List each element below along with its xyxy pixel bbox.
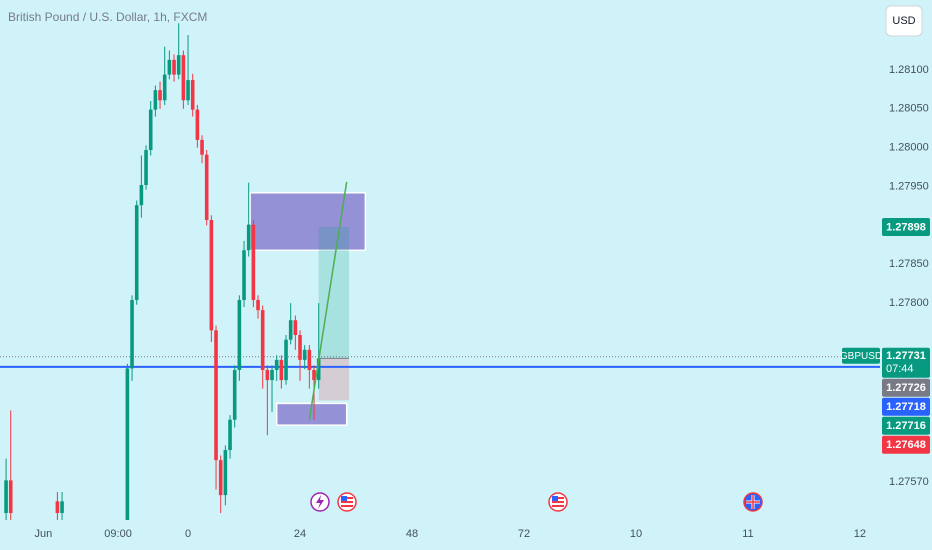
profit-area [318, 226, 350, 359]
candle-body [209, 219, 214, 331]
price-label: 1.27898 [886, 221, 926, 233]
symbol-label-bg [842, 347, 880, 364]
price-label-bg [882, 435, 930, 454]
candle-body [139, 184, 144, 206]
candle-body [284, 339, 288, 381]
candle-body [186, 80, 190, 101]
candle-body [251, 224, 256, 301]
candle-body [172, 59, 176, 75]
candle-body [237, 300, 242, 370]
zone [249, 192, 367, 252]
plot-area [0, 23, 880, 520]
candle-body [4, 480, 8, 514]
price-label: 1.27726 [886, 382, 926, 394]
x-tick-label: 09:00 [104, 528, 132, 540]
currency-button[interactable] [885, 5, 923, 37]
countdown: 07:44 [886, 363, 914, 375]
event-icon[interactable] [548, 492, 568, 512]
currency-label[interactable]: USD [892, 15, 915, 27]
candle-body [242, 250, 246, 301]
candle-body [302, 349, 307, 360]
x-tick-label: 72 [518, 528, 530, 540]
price-label: 1.27718 [886, 401, 926, 413]
x-tick-label: 48 [406, 528, 418, 540]
candle-body [144, 150, 148, 185]
candle-body [153, 90, 158, 110]
candle-body [288, 320, 293, 340]
candle-body [60, 501, 64, 514]
x-tick-label: 12 [854, 528, 866, 540]
x-tick-label: 24 [294, 528, 306, 540]
y-tick-label: 1.27850 [889, 258, 929, 270]
candle-body [195, 109, 200, 140]
candle-body [130, 300, 134, 369]
candle-body [298, 335, 302, 360]
price-label-bg [882, 416, 930, 435]
candle-body [181, 55, 186, 101]
candle-body [270, 369, 274, 381]
candle-body [8, 480, 13, 514]
candle-body [232, 369, 237, 420]
x-tick-label: 0 [185, 528, 191, 540]
y-tick-label: 1.28000 [889, 142, 929, 154]
last-price-bg [882, 347, 930, 378]
candle-body [260, 310, 265, 370]
candle-body [246, 224, 251, 251]
candle-body [316, 358, 321, 381]
symbol-label: GBPUSD [840, 351, 882, 362]
candle-body [200, 139, 204, 155]
candle-body [158, 90, 162, 101]
candle-body [256, 300, 260, 311]
event-icon[interactable] [337, 492, 357, 512]
candle-body [279, 359, 284, 381]
last-price-label: 1.27731 [886, 350, 926, 362]
x-tick-label: Jun [35, 528, 53, 540]
y-tick-label: 1.27570 [889, 476, 929, 488]
candle-body [307, 349, 312, 370]
y-tick-label: 1.27950 [889, 180, 929, 192]
trend-line [308, 181, 348, 420]
event-icon[interactable] [743, 492, 763, 512]
candle-body [214, 330, 218, 461]
price-label: 1.27648 [886, 439, 926, 451]
chart-title: British Pound / U.S. Dollar, 1h, FXCM [8, 10, 207, 24]
candle-body [162, 74, 167, 101]
candle-body [167, 59, 172, 75]
candle-body [134, 205, 139, 301]
price-label-bg [882, 378, 930, 397]
x-tick-label: 10 [630, 528, 642, 540]
candle-body [223, 450, 228, 496]
candle-body [204, 154, 209, 220]
candle-body [312, 369, 316, 381]
candle-body [228, 419, 232, 451]
price-label-bg [882, 397, 930, 416]
candle-body [293, 320, 298, 336]
price-label: 1.27716 [886, 420, 926, 432]
x-tick-label: 11 [742, 528, 753, 540]
price-label-bg [882, 217, 930, 236]
event-icon[interactable] [310, 492, 330, 512]
candle-body [218, 460, 223, 496]
y-tick-label: 1.28100 [889, 64, 929, 76]
y-tick-label: 1.27800 [889, 297, 929, 309]
y-tick-label: 1.28050 [889, 103, 929, 115]
candle-body [148, 109, 153, 151]
candle-body [55, 501, 60, 514]
candle-body [176, 55, 181, 75]
loss-area [318, 358, 350, 401]
candle-body [125, 368, 130, 520]
candle-body [265, 369, 270, 381]
candle-body [190, 80, 195, 110]
candle-body [274, 359, 279, 370]
